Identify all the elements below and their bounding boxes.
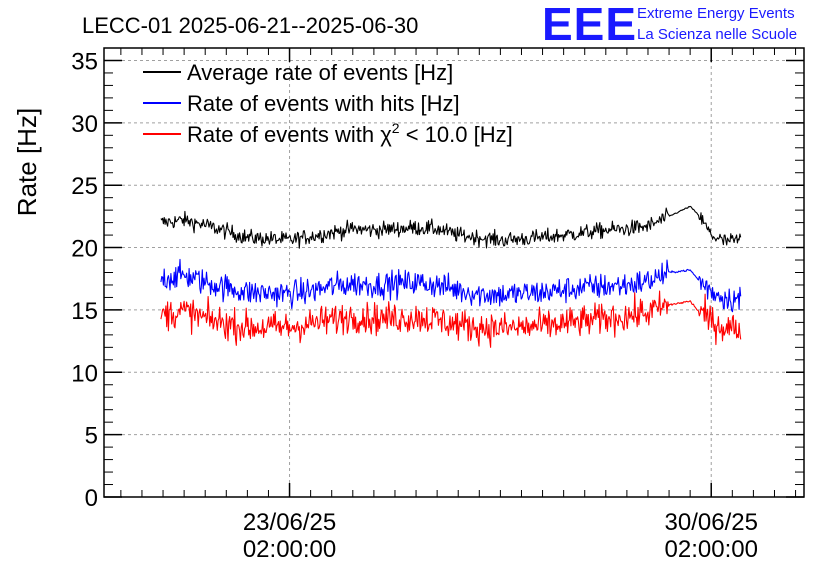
eee-logo-text: EEE: [542, 0, 637, 50]
grid-lines: [104, 48, 804, 497]
x-tick-label-time: 02:00:00: [243, 536, 336, 563]
series-group: [160, 205, 742, 348]
x-tick-label-date: 30/06/25: [665, 509, 758, 536]
legend-label-hits: Rate of events with hits [Hz]: [187, 91, 460, 116]
series-line-0: [160, 205, 742, 249]
eee-logo-line2: La Scienza nelle Scuole: [637, 26, 797, 43]
chart-title: LECC-01 2025-06-21--2025-06-30: [82, 13, 418, 38]
series-line-2: [160, 290, 742, 348]
x-tick-label-time: 02:00:00: [665, 536, 758, 563]
y-tick-label: 20: [71, 236, 98, 263]
y-tick-label: 10: [71, 360, 98, 387]
y-tick-label: 25: [71, 173, 98, 200]
eee-logo-line1: Extreme Energy Events: [637, 5, 795, 22]
eee-logo: EEE Extreme Energy Events La Scienza nel…: [542, 0, 797, 50]
series-line-1: [160, 258, 742, 313]
legend-label-chi2: Rate of events with χ2 < 10.0 [Hz]: [187, 120, 513, 147]
y-tick-label: 35: [71, 48, 98, 75]
y-tick-label: 15: [71, 298, 98, 325]
y-tick-label: 5: [85, 423, 98, 450]
legend-label-average: Average rate of events [Hz]: [187, 60, 453, 85]
y-tick-label: 0: [85, 485, 98, 512]
y-tick-label: 30: [71, 111, 98, 138]
y-axis-label: Rate [Hz]: [12, 108, 42, 216]
x-tick-label-date: 23/06/25: [243, 509, 336, 536]
y-axis-ticks: 0 5 10 15 20 25 30 35: [71, 47, 804, 512]
legend: Average rate of events [Hz] Rate of even…: [143, 60, 513, 147]
